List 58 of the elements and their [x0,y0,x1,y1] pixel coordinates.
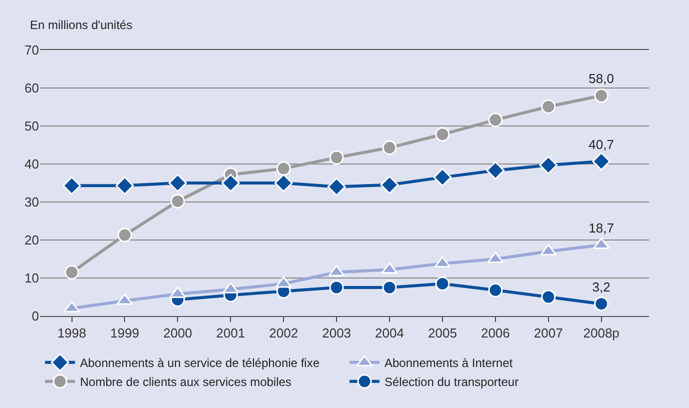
point [274,174,293,192]
x-tick-label: 1998 [57,326,86,341]
y-tick-label: 40 [24,156,39,172]
point [486,161,505,180]
x-tick-label: 2002 [269,326,298,341]
point [435,127,450,142]
point [435,276,450,291]
point [541,99,556,114]
point [329,280,344,295]
x-tick-label: 2001 [216,326,246,341]
legend-label: Abonnements à un service de téléphonie fixe [80,356,320,370]
point [221,174,240,192]
y-tick-label: 60 [24,80,39,96]
point [64,265,80,280]
y-tick-label: 0 [32,308,39,324]
point [170,194,185,208]
x-tick-label: 1999 [110,326,140,341]
point [275,276,292,288]
point [592,152,611,171]
y-tick-label: 30 [24,194,39,210]
y-axis-title: En millions d'unités [30,18,132,32]
y-tick-label: 20 [24,232,39,248]
point [541,290,556,304]
point [382,280,397,295]
point [434,256,451,268]
x-tick-label: 2003 [322,326,352,341]
legend-label: Nombre de clients aux services mobiles [80,375,292,390]
y-tick-label: 10 [24,270,39,286]
data-label: 18,7 [588,220,614,236]
legend-label: Abonnements à Internet [384,356,514,370]
point [382,140,397,155]
legend-label: Sélection du transporteur [384,375,519,390]
point [594,88,609,103]
data-label: 3,2 [592,279,610,294]
point [539,156,558,174]
x-tick-label: 2000 [163,326,192,341]
point [381,262,398,274]
point [329,150,344,165]
data-label: 40,7 [588,136,614,152]
point [594,296,609,312]
point [433,168,452,186]
data-label: 58,0 [588,71,614,86]
point [62,176,81,195]
point [327,178,346,196]
point [380,176,399,194]
point [116,176,134,195]
point [276,161,291,176]
x-tick-label: 2008p [583,326,620,341]
x-tick-label: 2004 [375,326,404,341]
y-tick-label: 70 [24,42,39,58]
x-tick-label: 2005 [428,326,457,341]
point [488,112,503,128]
point [488,282,503,298]
x-tick-label: 2006 [480,326,510,341]
point [117,228,132,242]
x-tick-label: 2007 [534,326,563,341]
point [168,174,187,192]
y-tick-label: 50 [24,118,39,134]
